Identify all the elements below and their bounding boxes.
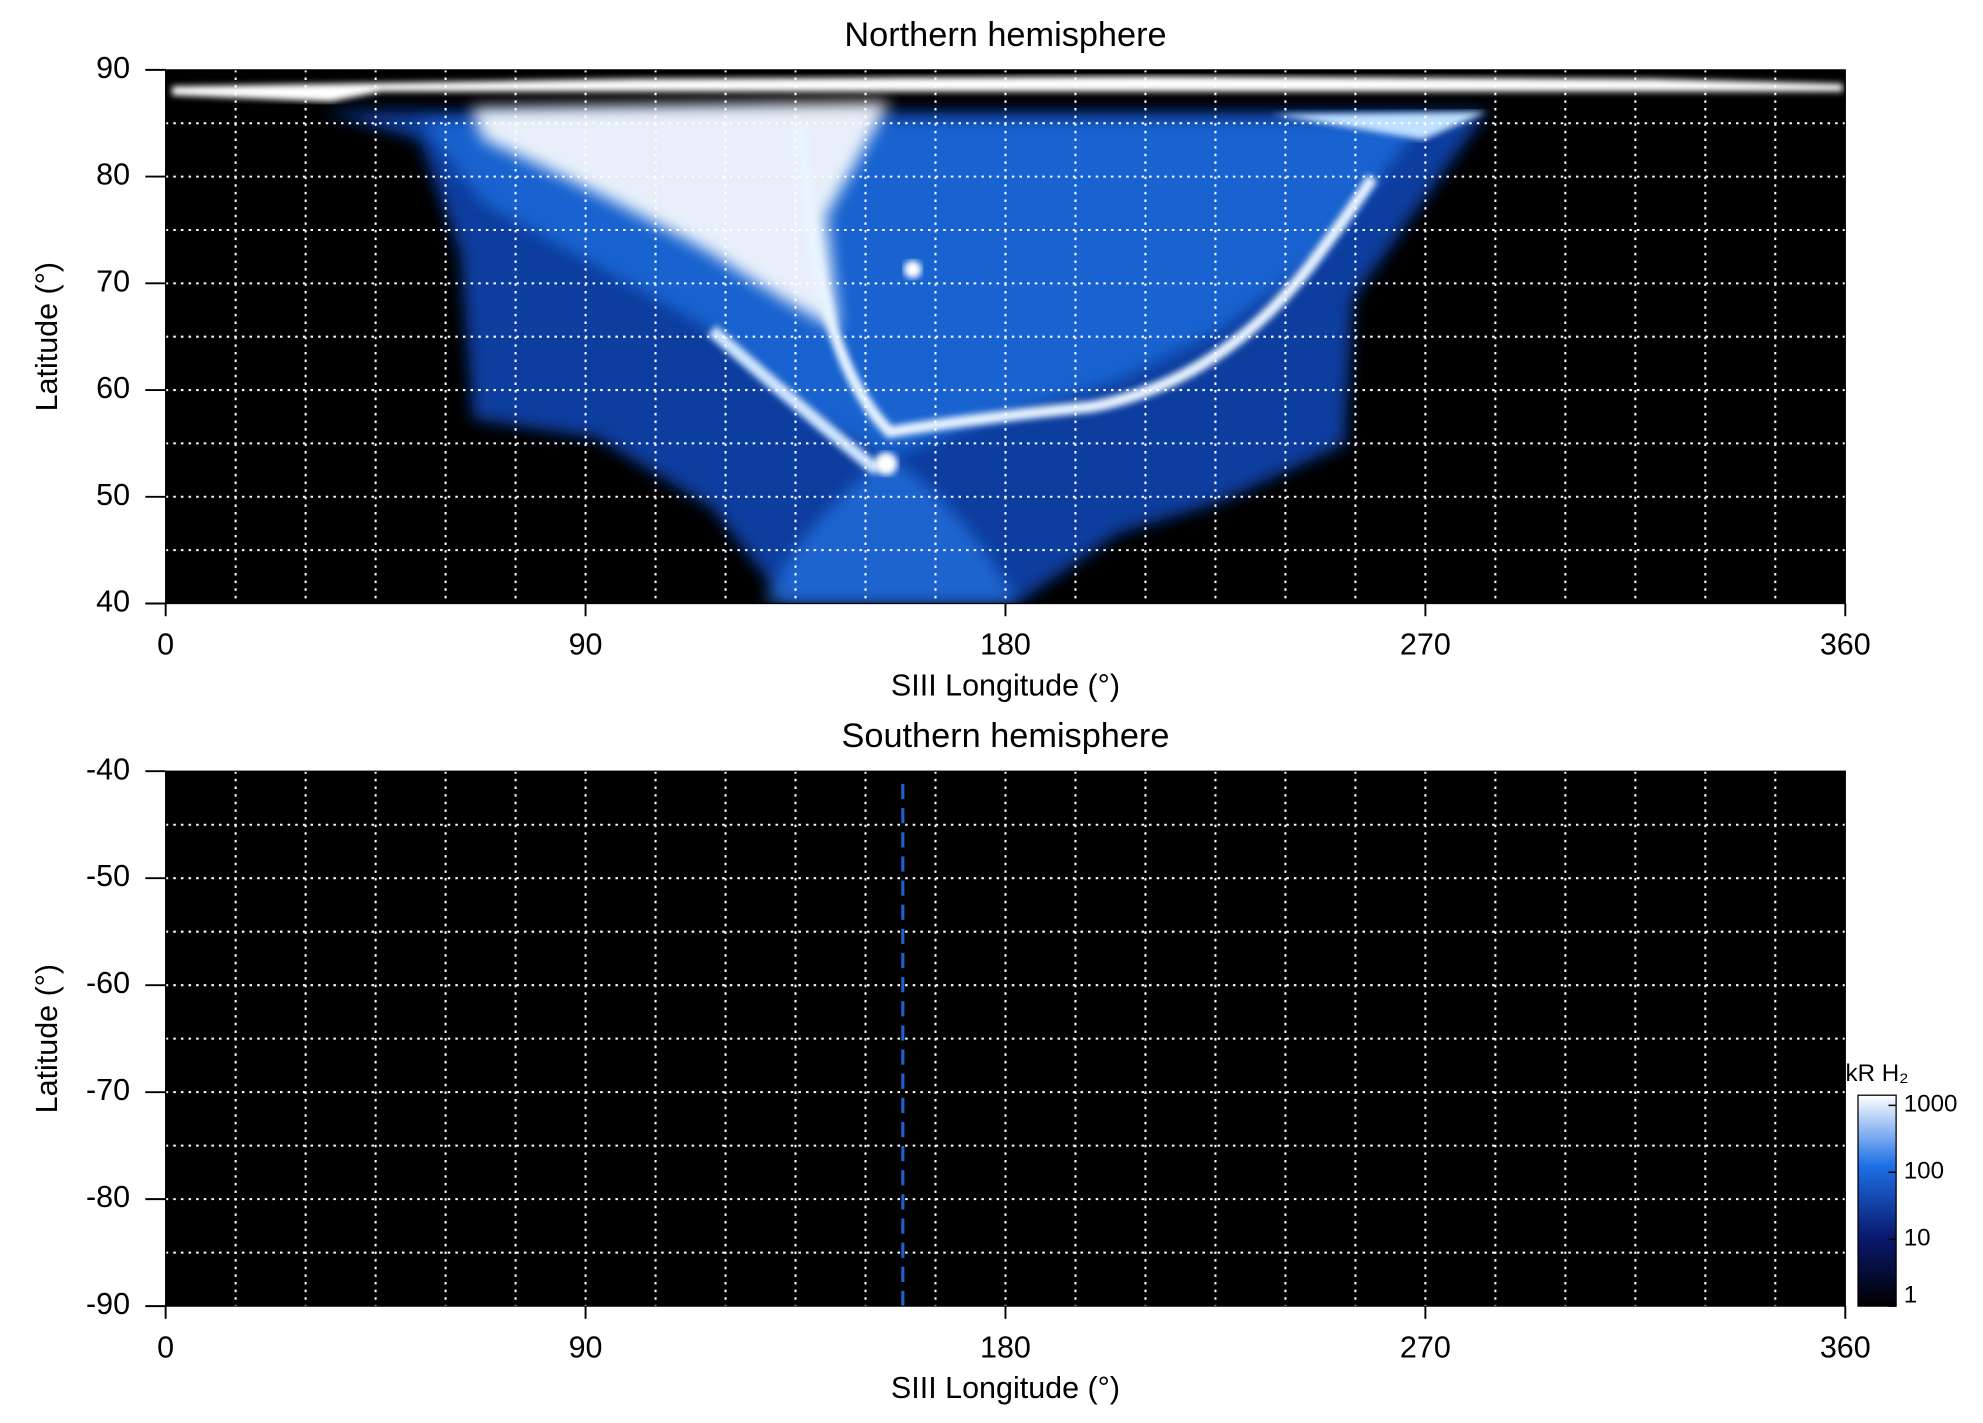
colorbar-tick-label: 100 [1904,1158,1944,1185]
x-tick-label: 0 [157,1330,174,1364]
x-tick-label: 360 [1820,1330,1871,1364]
y-tick-label: 50 [96,478,130,512]
x-tick-label: 270 [1400,1330,1451,1364]
x-tick-label: 270 [1400,628,1451,662]
x-tick-label: 90 [569,1330,603,1364]
y-tick-label: 60 [96,371,130,405]
emission-region [762,457,1017,604]
polar-band [1271,111,1488,140]
y-tick-label: -50 [86,859,130,893]
colorbar [1857,1094,1897,1307]
bright-spot [874,452,898,476]
x-tick-label: 360 [1820,628,1871,662]
bright-swath [470,101,890,331]
bright-spot [903,260,922,279]
y-tick-label: 80 [96,158,130,192]
y-tick-label: 90 [96,51,130,85]
colorbar-tick-label: 10 [1904,1225,1931,1252]
y-tick-label: -60 [86,966,130,1000]
x-tick-label: 90 [569,628,603,662]
colorbar-tick-label: 1000 [1904,1091,1958,1118]
y-tick-label: -40 [86,752,130,786]
y-axis-title: Latitude (°) [30,262,64,411]
auroral-emission [172,76,1843,604]
panel-title: Southern hemisphere [842,717,1170,755]
y-tick-label: -80 [86,1180,130,1214]
x-tick-label: 180 [980,628,1031,662]
y-tick-label: 40 [96,585,130,619]
y-tick-label: 70 [96,264,130,298]
x-tick-label: 180 [980,1330,1031,1364]
colorbar-tick-label: 1 [1904,1281,1917,1308]
oval-arc [707,325,882,476]
panel-title: Northern hemisphere [844,16,1166,54]
main-oval [795,126,1378,439]
colorbar-label: kR H₂ [1846,1060,1909,1087]
y-axis-title: Latitude (°) [30,964,64,1113]
x-tick-label: 0 [157,628,174,662]
y-tick-label: -90 [86,1287,130,1321]
x-axis-title: SIII Longitude (°) [891,1371,1120,1405]
y-tick-label: -70 [86,1073,130,1107]
x-axis-title: SIII Longitude (°) [891,668,1120,702]
polar-band [172,76,1843,102]
